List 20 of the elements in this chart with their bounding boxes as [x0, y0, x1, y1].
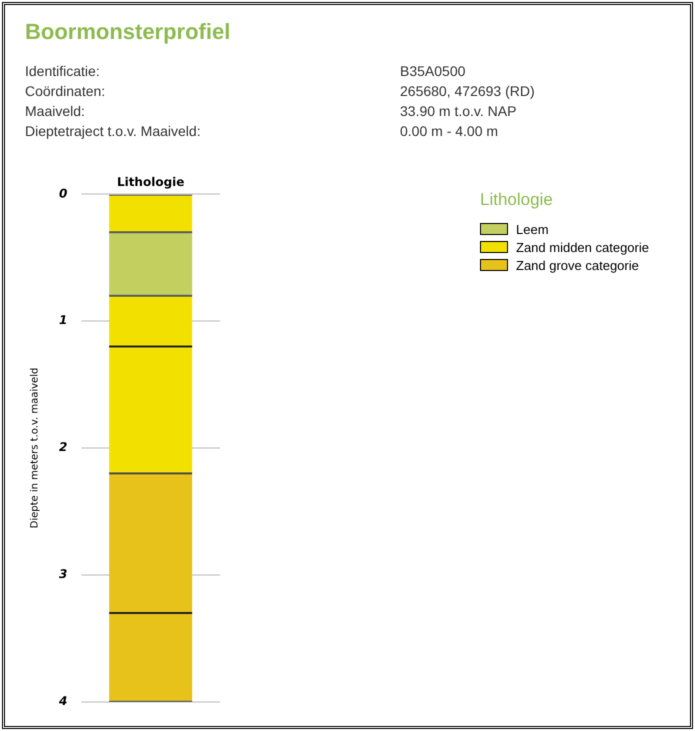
legend-label: Leem	[516, 222, 549, 236]
chart-title: Boormonsterprofiel	[25, 19, 230, 45]
text: Maaiveld:	[25, 103, 86, 119]
text: 0.00 m - 4.00 m	[400, 123, 500, 139]
y-tick-label: 1	[58, 313, 68, 328]
y-tick-label: 3	[58, 567, 68, 582]
text: Zand grove categorie	[516, 258, 639, 272]
x-axis-title: Lithologie	[116, 175, 184, 190]
text: Identificatie:	[25, 63, 101, 79]
text: 33.90 m t.o.v. NAP	[400, 103, 518, 119]
text: B35A0500	[400, 63, 466, 79]
text: Coördinaten:	[25, 83, 106, 99]
text: 265680, 472693 (RD)	[400, 83, 536, 99]
legend-title: Lithologie	[480, 190, 554, 210]
y-axis-title: Diepte in meters t.o.v. maaiveld	[30, 368, 41, 528]
y-tick-label: 4	[58, 694, 68, 708]
y-tick-label: 0	[58, 186, 68, 200]
y-tick-label: 2	[58, 440, 68, 454]
text: Dieptetraject t.o.v. Maaiveld:	[25, 123, 202, 139]
legend-label: Zand midden categorie	[516, 240, 649, 254]
